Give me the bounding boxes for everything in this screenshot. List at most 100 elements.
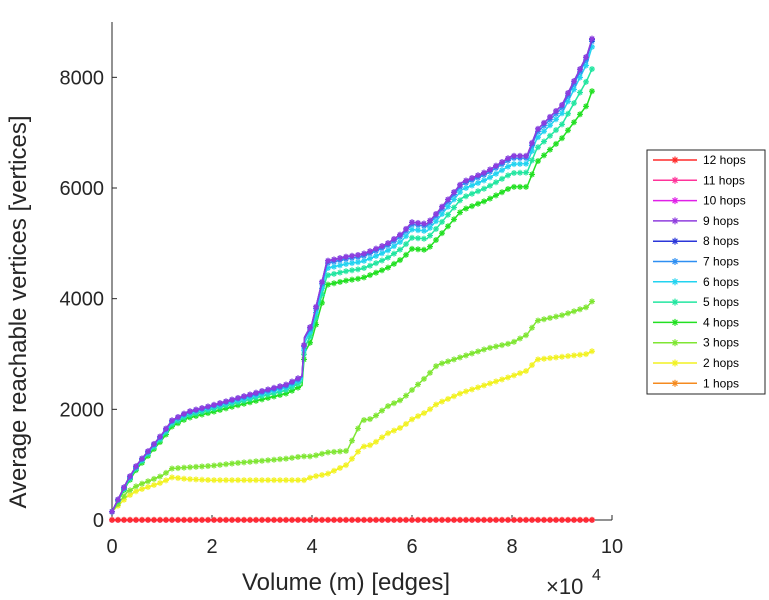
series-marker: [433, 401, 439, 408]
series-marker: [205, 463, 211, 470]
series-marker: [295, 477, 301, 484]
series-marker: [529, 157, 535, 164]
series-marker: [451, 216, 457, 223]
series-marker: [361, 517, 367, 523]
series-marker: [367, 517, 373, 523]
series-marker: [331, 448, 337, 455]
series-marker: [157, 433, 163, 440]
series-marker: [671, 278, 679, 286]
series-marker: [223, 477, 229, 484]
series-marker: [529, 139, 535, 146]
legend-label: 6 hops: [703, 275, 739, 289]
series-marker: [517, 370, 523, 377]
series-marker: [403, 251, 409, 258]
legend-item: 10 hops: [653, 194, 746, 208]
series-marker: [415, 227, 421, 234]
series-marker: [373, 269, 379, 276]
series-marker: [553, 354, 559, 361]
series-marker: [517, 335, 523, 342]
series-marker: [181, 464, 187, 471]
series-marker: [475, 172, 481, 179]
series-marker: [253, 458, 259, 465]
series-marker: [367, 255, 373, 262]
series-marker: [175, 475, 181, 482]
series-marker: [325, 470, 331, 477]
series-marker: [671, 176, 679, 184]
series-marker: [313, 517, 319, 523]
series-marker: [511, 338, 517, 345]
series-marker: [499, 189, 505, 196]
series-marker: [511, 372, 517, 379]
series-marker: [457, 209, 463, 216]
series-marker: [331, 517, 337, 523]
series-marker: [199, 463, 205, 470]
x-multiplier-base: ×10: [546, 574, 583, 599]
series-marker: [505, 374, 511, 381]
series-marker: [511, 183, 517, 190]
series-marker: [325, 449, 331, 456]
series-marker: [397, 231, 403, 238]
y-axis-label: Average reachable vertices [vertices]: [5, 115, 32, 508]
series-marker: [265, 457, 271, 464]
series-marker: [445, 196, 451, 203]
series-marker: [451, 189, 457, 196]
series-marker: [391, 235, 397, 242]
legend-item: 1 hops: [653, 376, 739, 390]
series-marker: [169, 517, 175, 523]
series-marker: [469, 175, 475, 182]
x-tick-label: 6: [406, 536, 417, 558]
series-marker: [241, 393, 247, 400]
series-marker: [559, 135, 565, 142]
series-marker: [511, 169, 517, 176]
series-marker: [571, 517, 577, 523]
series-marker: [565, 517, 571, 523]
series-marker: [235, 459, 241, 466]
series-marker: [671, 156, 679, 164]
series-marker: [439, 517, 445, 523]
series-marker: [313, 473, 319, 480]
series-marker: [671, 197, 679, 205]
series-marker: [367, 272, 373, 279]
series-marker: [445, 358, 451, 365]
series-marker: [241, 459, 247, 466]
series-marker: [671, 217, 679, 225]
series-marker: [565, 90, 571, 97]
series-marker: [121, 493, 127, 500]
series-marker: [247, 458, 253, 465]
series-marker: [671, 258, 679, 265]
series-marker: [409, 219, 415, 226]
series-marker: [253, 389, 259, 396]
series-marker: [493, 170, 499, 177]
series-marker: [553, 140, 559, 147]
series-marker: [313, 303, 319, 310]
series-marker: [547, 314, 553, 321]
series-marker: [337, 517, 343, 523]
series-marker: [109, 517, 115, 523]
series-marker: [397, 246, 403, 253]
series-marker: [379, 250, 385, 257]
series-marker: [355, 266, 361, 273]
series-marker: [223, 398, 229, 405]
legend-label: 12 hops: [703, 153, 746, 167]
legend-item: 6 hops: [653, 275, 739, 289]
series-marker: [307, 453, 313, 460]
series-marker: [379, 517, 385, 523]
series-marker: [379, 257, 385, 264]
series-marker: [487, 344, 493, 351]
series-marker: [121, 517, 127, 523]
series-marker: [433, 211, 439, 218]
series-marker: [205, 517, 211, 523]
series-marker: [247, 391, 253, 398]
series-marker: [463, 205, 469, 212]
series-marker: [397, 397, 403, 404]
series-marker: [589, 66, 595, 73]
series-marker: [337, 262, 343, 269]
series-marker: [139, 486, 145, 493]
series-marker: [217, 400, 223, 407]
series-marker: [397, 424, 403, 431]
series-marker: [145, 484, 151, 491]
series-marker: [481, 346, 487, 353]
series-marker: [349, 437, 355, 444]
series-marker: [427, 406, 433, 413]
legend-label: 10 hops: [703, 194, 746, 208]
